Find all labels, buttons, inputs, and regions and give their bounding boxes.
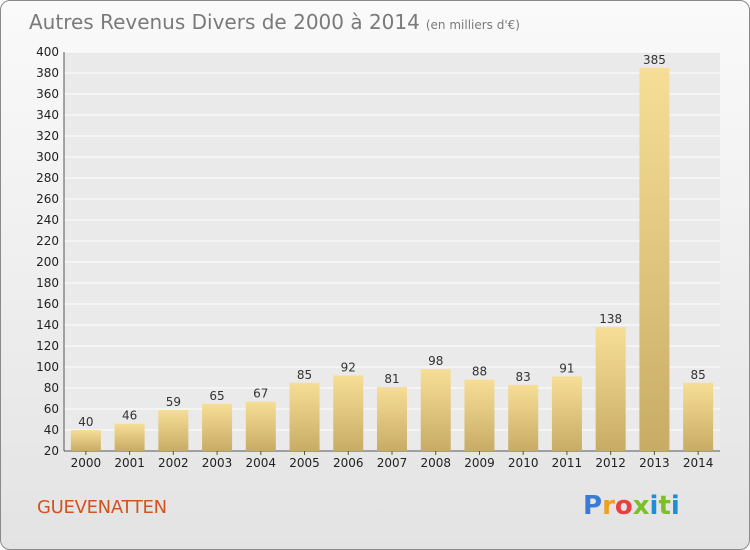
bar-value-label: 138 — [599, 312, 622, 326]
y-tick-label: 400 — [36, 45, 59, 59]
y-tick-label: 380 — [36, 66, 59, 80]
bar — [683, 382, 714, 451]
bars — [70, 67, 714, 451]
x-tick-label: 2006 — [333, 456, 364, 470]
y-tick-label: 180 — [36, 276, 59, 290]
bar-value-label: 81 — [384, 372, 399, 386]
x-tick-label: 2005 — [289, 456, 320, 470]
bar — [551, 376, 582, 451]
bar — [333, 375, 364, 451]
bar-value-label: 40 — [78, 415, 93, 429]
bar — [420, 369, 451, 451]
bar — [289, 382, 320, 451]
y-tick-label: 20 — [44, 444, 59, 458]
y-tick-label: 140 — [36, 318, 59, 332]
commune-name: GUEVENATTEN — [37, 497, 167, 518]
bar-value-label: 67 — [253, 387, 268, 401]
x-tick-label: 2001 — [114, 456, 145, 470]
bar — [245, 401, 276, 451]
y-tick-label: 60 — [44, 402, 59, 416]
chart-title-text: Autres Revenus Divers de 2000 à 2014 — [29, 10, 420, 34]
logo-letter: i — [670, 491, 680, 521]
logo-letter: r — [602, 491, 615, 521]
logo-letter: o — [614, 491, 633, 521]
y-tick-label: 360 — [36, 87, 59, 101]
bar — [70, 430, 101, 451]
chart-title: Autres Revenus Divers de 2000 à 2014 (en … — [29, 10, 520, 34]
bar-value-label: 91 — [559, 361, 574, 375]
bar — [114, 423, 145, 451]
x-tick-label: 2003 — [202, 456, 233, 470]
x-tick-label: 2010 — [508, 456, 539, 470]
logo-letter: P — [583, 491, 603, 521]
bar — [639, 67, 670, 451]
y-tick-label: 260 — [36, 192, 59, 206]
y-tick-label: 220 — [36, 234, 59, 248]
x-tick-label: 2011 — [552, 456, 583, 470]
y-tick-label: 320 — [36, 129, 59, 143]
bar-value-label: 98 — [428, 354, 443, 368]
logo-letter: x — [632, 491, 650, 521]
y-tick-label: 200 — [36, 255, 59, 269]
y-tick-label: 100 — [36, 360, 59, 374]
value-labels: 40 46 59 65 67 85 92 81 98 88 83 91 138 385 85 — [78, 53, 706, 429]
bar — [158, 410, 189, 451]
x-tick-label: 2013 — [639, 456, 670, 470]
bar-value-label: 85 — [690, 368, 705, 382]
y-tick-label: 120 — [36, 339, 59, 353]
y-tick-label: 40 — [44, 423, 59, 437]
bar — [595, 327, 626, 451]
x-tick-label: 2007 — [377, 456, 408, 470]
x-tick-label: 2000 — [71, 456, 102, 470]
bar-value-label: 59 — [166, 395, 181, 409]
proxiti-logo[interactable]: Proxiti — [583, 491, 680, 521]
x-tick-label: 2012 — [595, 456, 626, 470]
y-tick-label: 300 — [36, 150, 59, 164]
x-tick-label: 2004 — [246, 456, 277, 470]
bar — [508, 384, 539, 451]
bar — [202, 403, 233, 451]
y-tick-label: 280 — [36, 171, 59, 185]
bar-value-label: 65 — [209, 389, 224, 403]
y-tick-label: 80 — [44, 381, 59, 395]
logo-letter: t — [658, 491, 671, 521]
bar — [464, 379, 495, 451]
y-tick-label: 240 — [36, 213, 59, 227]
chart-subtitle: (en milliers d'€) — [425, 18, 520, 32]
bar — [377, 386, 407, 451]
x-tick-label: 2014 — [683, 456, 714, 470]
axes: 20 40 60 80 100 120 140 160 180 200 220 240 260 280 30… — [36, 45, 720, 470]
x-tick-label: 2008 — [420, 456, 451, 470]
y-tick-label: 160 — [36, 297, 59, 311]
bar-value-label: 46 — [122, 409, 137, 423]
y-tick-label: 340 — [36, 108, 59, 122]
x-tick-label: 2002 — [158, 456, 189, 470]
x-tick-label: 2009 — [464, 456, 495, 470]
logo-letter: i — [649, 491, 659, 521]
bar-value-label: 385 — [643, 53, 666, 67]
bar-value-label: 92 — [341, 360, 356, 374]
bar-value-label: 85 — [297, 368, 312, 382]
bar-value-label: 88 — [472, 365, 487, 379]
bar-value-label: 83 — [516, 370, 531, 384]
